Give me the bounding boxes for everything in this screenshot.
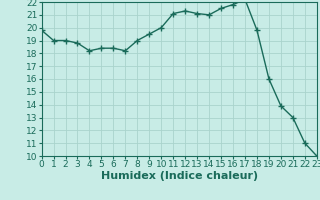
X-axis label: Humidex (Indice chaleur): Humidex (Indice chaleur) (100, 171, 258, 181)
